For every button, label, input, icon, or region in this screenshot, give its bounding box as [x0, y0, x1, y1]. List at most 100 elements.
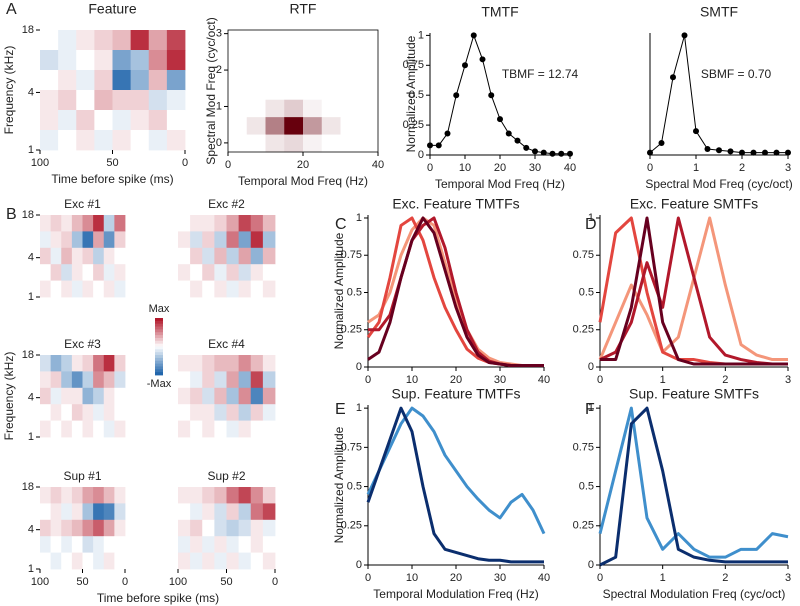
colorbar-step	[155, 320, 163, 325]
heatmap-cell	[93, 536, 105, 553]
x-tick-label: 30	[494, 374, 506, 386]
data-point	[558, 150, 565, 157]
heatmap-cell	[93, 371, 105, 389]
heatmap-cell	[130, 110, 150, 131]
heatmap-cell	[40, 519, 52, 537]
colorbar-step	[155, 332, 163, 336]
chart-title: Sup #1	[63, 469, 101, 483]
heatmap-cell	[40, 231, 52, 249]
heatmap-cell	[340, 47, 360, 66]
y-tick-label: 4	[28, 252, 34, 264]
heatmap-cell	[190, 215, 203, 232]
heatmap-cell	[250, 536, 264, 553]
x-axis-label: Temporal Modulation Freq (Hz)	[373, 587, 538, 601]
data-point	[444, 130, 451, 137]
y-tick-label: 0.5	[347, 480, 362, 492]
heatmap-cell	[340, 64, 360, 83]
heatmap-cell	[246, 99, 266, 118]
heatmap-cell	[190, 231, 203, 249]
heatmap-cell	[94, 30, 113, 51]
heatmap-cell	[50, 503, 62, 521]
x-tick-label: 20	[450, 374, 462, 386]
heatmap-cell	[250, 503, 264, 521]
x-tick-label: 0	[225, 159, 231, 171]
series-line	[367, 216, 544, 368]
data-point	[532, 148, 538, 155]
heatmap-cell	[50, 264, 62, 281]
heatmap-cell	[226, 503, 240, 521]
heatmap-cell	[226, 280, 240, 298]
heatmap-cell	[114, 264, 126, 281]
heatmap-cell	[178, 552, 191, 570]
heatmap-cell	[214, 420, 227, 438]
x-axis-label: Temporal Mod Freq (Hz)	[238, 174, 368, 188]
heatmap-cell	[82, 355, 94, 372]
heatmap-cell	[71, 355, 83, 372]
heatmap-cell	[148, 30, 168, 51]
heatmap-cell	[226, 552, 240, 570]
y-tick-label: 0.75	[573, 249, 594, 261]
colorbar-step	[155, 372, 163, 376]
data-point	[514, 137, 521, 144]
x-tick-label: 100	[31, 576, 49, 588]
data-point	[693, 128, 699, 135]
heatmap-cell	[93, 247, 105, 265]
heatmap-cell	[114, 280, 126, 298]
heatmap-cell	[50, 371, 62, 389]
heatmap-cell	[61, 503, 73, 521]
heatmap-cell	[202, 487, 215, 504]
y-tick-label: 1	[356, 212, 362, 224]
series-line	[600, 216, 788, 366]
heatmap-cell	[202, 371, 215, 389]
y-tick-label: 0.75	[403, 59, 424, 71]
panel-label: F	[585, 401, 595, 418]
heatmap-cell	[190, 371, 203, 389]
heatmap-cell	[214, 519, 227, 537]
heatmap-cell	[61, 247, 73, 265]
heatmap-cell	[58, 30, 77, 51]
heatmap-cell	[178, 503, 191, 521]
heatmap-cell	[76, 70, 95, 91]
heatmap-cell	[93, 503, 105, 521]
x-tick-label: 10	[459, 162, 471, 174]
heatmap-cell	[250, 420, 264, 438]
heatmap-cell	[58, 90, 77, 111]
y-tick-label: 4	[28, 524, 34, 536]
heatmap-cell	[226, 420, 240, 438]
heatmap-cell	[262, 536, 276, 553]
series-line	[430, 34, 570, 155]
heatmap-cell	[340, 30, 360, 48]
x-tick-label: 20	[450, 572, 462, 584]
heatmap-cell	[238, 519, 252, 537]
data-point	[785, 149, 791, 156]
data-point	[488, 92, 495, 99]
colorbar-step	[155, 326, 163, 330]
heatmap-cell	[130, 130, 150, 151]
colorbar-step	[155, 329, 163, 333]
heatmap-cell	[284, 99, 304, 118]
heatmap-cell	[61, 371, 73, 389]
heatmap-cell	[93, 387, 105, 405]
heatmap-cell	[82, 420, 94, 438]
data-point	[716, 147, 722, 154]
data-point	[549, 150, 556, 157]
heatmap-cell	[71, 371, 83, 389]
data-point	[704, 146, 711, 153]
data-point	[670, 74, 676, 81]
heatmap-cell	[214, 536, 227, 553]
x-tick-label: 3	[785, 162, 791, 174]
heatmap-cell	[114, 215, 126, 232]
series-line	[649, 34, 788, 154]
x-tick-label: 100	[169, 576, 187, 588]
heatmap-cell	[262, 280, 276, 298]
heatmap-cell	[250, 231, 264, 249]
heatmap-cell	[202, 387, 215, 405]
heatmap-cell	[214, 503, 227, 521]
colorbar-step	[155, 323, 163, 327]
heatmap-cell	[340, 99, 360, 118]
heatmap-cell	[321, 117, 341, 135]
heatmap-cell	[214, 404, 227, 421]
chart-title: Exc #1	[64, 197, 101, 211]
heatmap-cell	[82, 231, 94, 249]
